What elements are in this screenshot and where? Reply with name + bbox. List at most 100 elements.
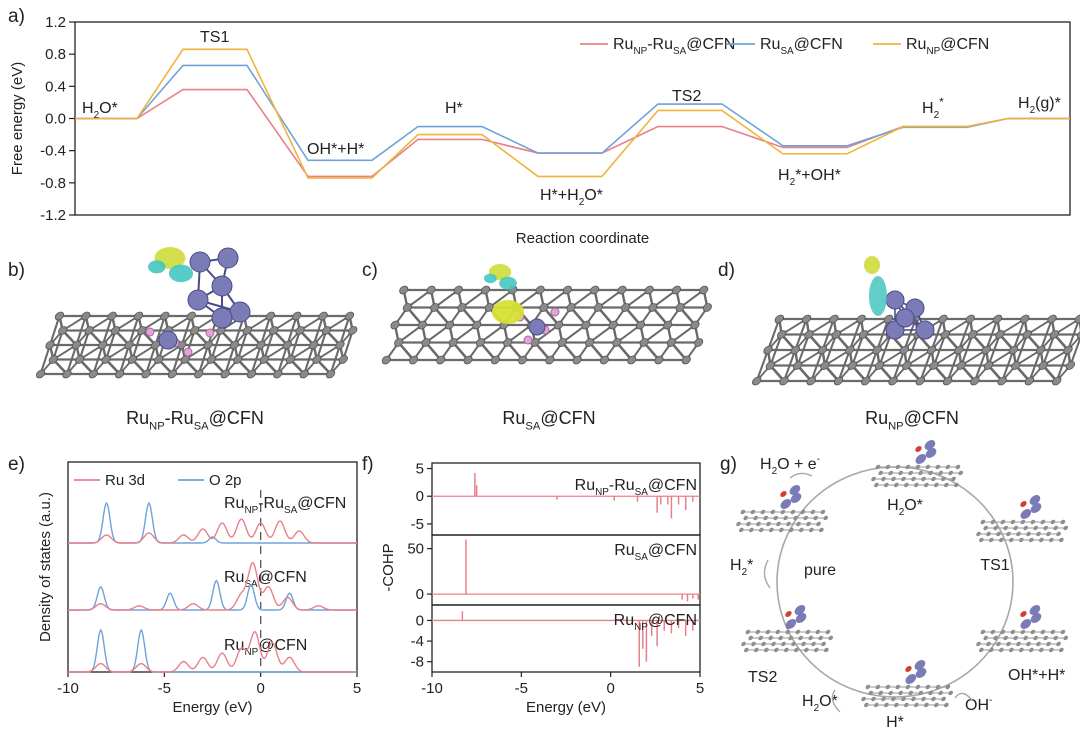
cycle-structure-1 [976, 495, 1069, 543]
cycle-node-label: OH*+H* [1008, 667, 1065, 684]
carbon-atom [1056, 531, 1061, 537]
carbon-atom [402, 303, 412, 312]
ru-atom [795, 613, 807, 623]
cycle-node-label: TS1 [980, 557, 1009, 574]
carbon-atom [955, 464, 961, 470]
carbon-atom [884, 482, 889, 488]
carbon-atom [817, 345, 828, 355]
carbon-atom [1009, 537, 1014, 543]
carbon-atom [599, 355, 609, 365]
carbon-atom [858, 330, 869, 339]
graphene-sheet-d [752, 314, 1080, 386]
y-tick-label: -4 [411, 633, 424, 650]
carbon-atom [88, 369, 98, 379]
state-label: H2(g)* [1018, 95, 1061, 116]
carbon-atom [62, 369, 72, 379]
carbon-atom [904, 482, 909, 488]
cycle-structure-3 [861, 660, 954, 708]
carbon-atom [1024, 376, 1035, 386]
oxygen-atom [785, 611, 792, 617]
carbon-atom [702, 303, 712, 312]
x-tick-label: -5 [515, 680, 528, 697]
carbon-atom [590, 285, 600, 295]
carbon-atom [259, 355, 269, 364]
state-label: H2*+OH* [778, 167, 841, 188]
bond [766, 319, 781, 350]
ru-atom [785, 619, 797, 629]
carbon-atom [929, 361, 939, 370]
carbon-atom [995, 330, 1005, 339]
cycle-node-label: H* [886, 714, 904, 731]
carbon-atom [775, 629, 781, 635]
carbon-atom [1046, 531, 1051, 537]
carbon-atom [671, 285, 681, 295]
carbon-atom [1040, 519, 1046, 525]
carbon-atom [954, 482, 959, 488]
ru-atom [789, 485, 801, 495]
carbon-atom [426, 285, 436, 295]
cohp-subplot-label: RuNP-RuSA@CFN [575, 477, 697, 498]
carbon-atom [1052, 376, 1062, 386]
reagent-label: OH- [965, 695, 992, 714]
carbon-atom [856, 314, 866, 324]
x-axis-label: Energy (eV) [526, 699, 606, 716]
carbon-atom [895, 464, 901, 470]
carbon-atom [1043, 525, 1049, 531]
carbon-atom [815, 629, 821, 635]
legend-entry: Ru 3d [105, 472, 145, 489]
carbon-atom [925, 684, 931, 690]
carbon-atom [690, 320, 700, 330]
carbon-atom [154, 355, 164, 364]
carbon-atom [915, 376, 926, 386]
panel-label-a: a) [8, 6, 25, 27]
carbon-atom [390, 320, 400, 330]
carbon-atom [779, 527, 784, 533]
carbon-atom [915, 684, 921, 690]
carbon-atom [790, 345, 800, 355]
carbon-atom [801, 314, 812, 324]
carbon-atom [1059, 647, 1064, 653]
ru3d-curve [68, 630, 357, 673]
carbon-atom [338, 355, 348, 364]
carbon-atom [453, 285, 463, 295]
carbon-atom [804, 330, 814, 339]
carbon-atom [864, 702, 869, 708]
ru-atom [905, 674, 917, 684]
carbon-atom [942, 376, 953, 386]
carbon-atom [924, 702, 929, 708]
carbon-atom [98, 340, 108, 350]
panel-label-g: g) [720, 454, 737, 475]
y-tick-label: -5 [411, 516, 424, 533]
carbon-atom [979, 537, 984, 543]
reagent-label: H2* [730, 557, 753, 578]
carbon-atom [124, 340, 134, 350]
y-tick-label: 0 [416, 488, 424, 505]
y-axis-label: Density of states (a.u.) [37, 492, 54, 642]
ru-atom [1030, 503, 1042, 513]
panel-label-b: b) [8, 260, 25, 281]
panel-label-e: e) [8, 454, 25, 475]
oxygen-atom [1020, 611, 1027, 617]
carbon-atom [562, 285, 572, 295]
y-tick-label: -0.8 [40, 175, 66, 192]
carbon-atom [861, 376, 871, 386]
carbon-atom [983, 361, 994, 370]
carbon-atom [58, 326, 68, 335]
y-tick-label: -1.2 [40, 207, 66, 224]
carbon-atom [904, 702, 909, 708]
panel-label-d: d) [718, 260, 735, 281]
cohp-subplot-frame [431, 462, 701, 536]
carbon-atom [905, 684, 911, 690]
ru-atom [780, 499, 792, 509]
panel-label-f: f) [362, 454, 374, 475]
y-tick-label: 0.8 [45, 46, 66, 63]
carbon-atom [926, 345, 937, 355]
carbon-atom [899, 345, 910, 355]
carbon-atom [763, 345, 773, 355]
carbon-atom [127, 355, 138, 364]
carbon-atom [1053, 525, 1059, 531]
carbon-atom [774, 314, 784, 324]
carbon-atom [644, 285, 654, 295]
carbon-atom [1011, 361, 1021, 370]
carbon-atom [81, 311, 91, 321]
